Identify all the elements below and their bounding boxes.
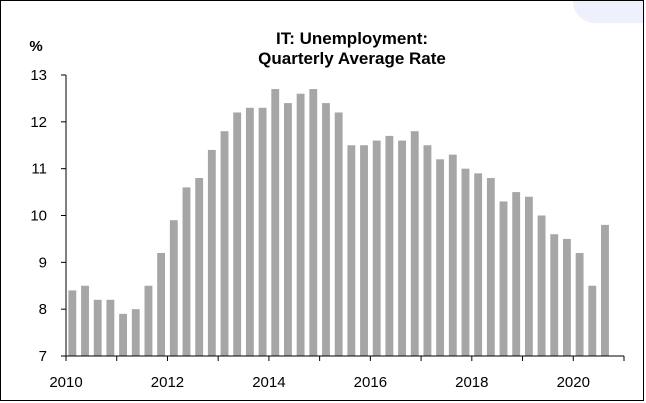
chart-title-line-2: Quarterly Average Rate	[258, 49, 446, 68]
y-tick-labels: 7 8 9 10 11 12 13	[30, 67, 47, 365]
x-tick-label: 2018	[455, 374, 488, 391]
bar	[347, 145, 356, 356]
bar	[144, 285, 153, 356]
bar	[93, 299, 102, 356]
x-tick-labels: 2010 2012 2014 2016 2018 2020	[49, 374, 590, 391]
bar	[385, 135, 394, 356]
bar	[81, 285, 89, 356]
bar	[461, 168, 470, 356]
bar	[372, 140, 381, 356]
x-tick-label: 2020	[557, 374, 590, 391]
bar	[182, 187, 191, 356]
y-tick-label: 10	[30, 208, 47, 225]
bar	[233, 112, 242, 356]
bar	[258, 107, 267, 356]
bar	[322, 103, 330, 356]
x-tick-label: 2014	[252, 374, 285, 391]
y-tick-label: 8	[39, 301, 47, 318]
bar	[296, 93, 305, 356]
bar	[436, 159, 445, 356]
bar	[588, 285, 597, 356]
corner-decoration	[573, 1, 643, 23]
y-unit-label: %	[29, 38, 42, 55]
bar	[398, 140, 406, 356]
bar	[334, 112, 343, 356]
bar	[271, 89, 280, 357]
bar	[550, 234, 559, 356]
bar	[68, 290, 77, 356]
bar	[207, 149, 216, 356]
bar	[106, 299, 115, 356]
bar	[601, 224, 609, 356]
axes-group	[61, 74, 625, 361]
bar	[499, 201, 508, 356]
bar	[537, 215, 546, 356]
x-tick-label: 2012	[151, 374, 184, 391]
bars-group	[68, 89, 609, 357]
y-tick-label: 9	[39, 254, 47, 271]
y-tick-label: 12	[30, 114, 47, 131]
x-tick-label: 2016	[354, 374, 387, 391]
bar	[157, 252, 166, 356]
bar	[575, 252, 584, 356]
bar	[486, 178, 495, 356]
bar	[474, 173, 483, 356]
y-tick-label: 11	[31, 161, 47, 178]
bar	[360, 145, 368, 356]
bar	[563, 238, 571, 356]
bar	[131, 309, 140, 356]
bar	[524, 196, 533, 356]
chart-title-line-1: IT: Unemployment:	[276, 29, 428, 48]
y-tick-label: 13	[30, 67, 47, 84]
x-tick-label: 2010	[49, 374, 82, 391]
bar	[169, 220, 178, 356]
bar	[448, 154, 457, 356]
bar	[512, 192, 521, 356]
bar	[423, 145, 432, 356]
y-tick-label: 7	[39, 348, 47, 365]
bar	[195, 178, 204, 356]
bar	[410, 131, 419, 356]
bar	[245, 107, 254, 356]
bar	[220, 131, 229, 356]
bar	[119, 313, 127, 356]
bar	[309, 89, 318, 357]
bar	[284, 103, 292, 356]
